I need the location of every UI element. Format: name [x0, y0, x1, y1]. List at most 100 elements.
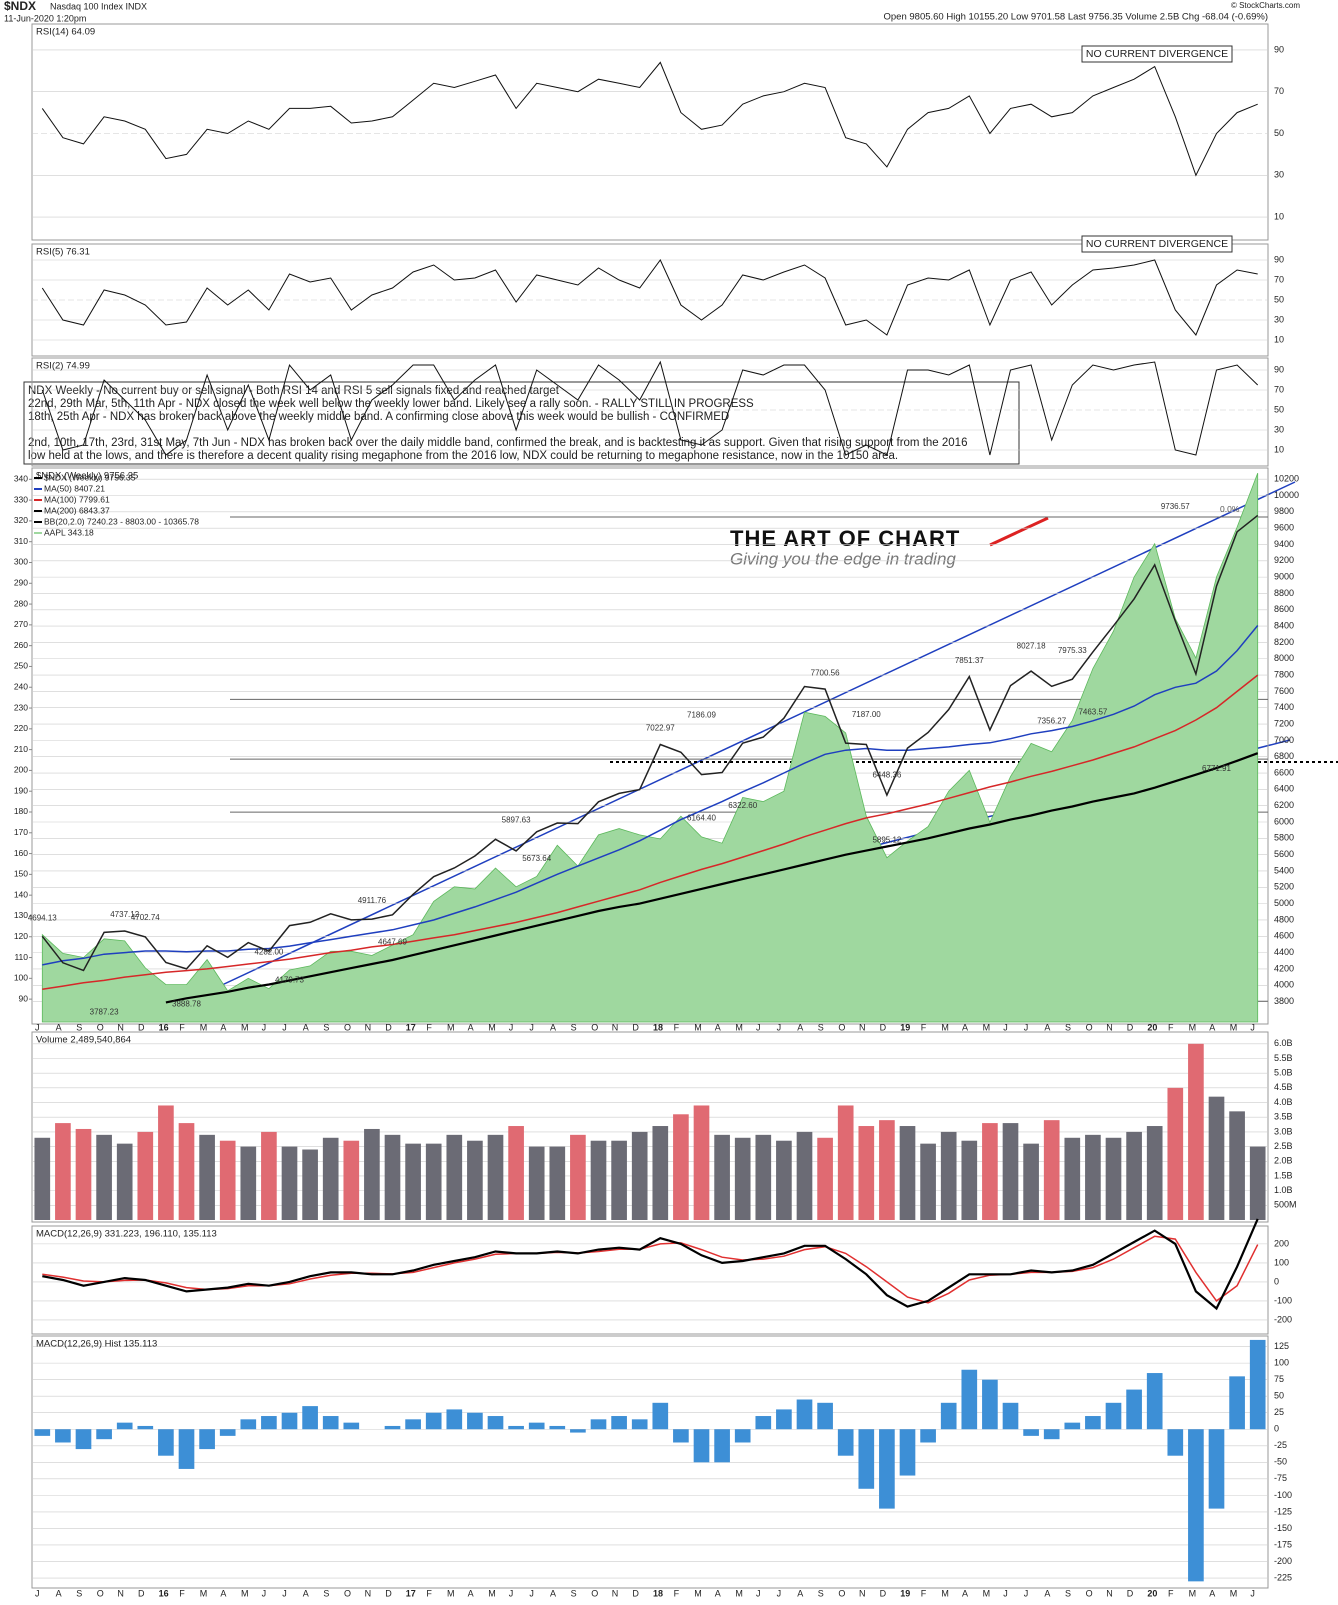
y-tick-label: 9800 [1274, 506, 1294, 516]
panel-title: RSI(14) 64.09 [36, 27, 95, 38]
y-tick-label: -225 [1274, 1572, 1292, 1582]
x-tick-label: O [1086, 1022, 1093, 1032]
y-tick-label: 30 [1274, 170, 1284, 180]
x-tick-label: D [632, 1588, 639, 1598]
y-tick-label: 70 [1274, 274, 1284, 284]
y-tick-label: -200 [1274, 1314, 1292, 1324]
bar [261, 1416, 277, 1430]
bar [961, 1369, 978, 1430]
price-label: 5897.63 [502, 815, 531, 824]
bar [425, 1412, 442, 1430]
bar [1249, 1339, 1266, 1430]
x-tick-label: A [550, 1588, 556, 1598]
y2-tick-label: 320 [14, 515, 28, 525]
bar [1126, 1131, 1142, 1220]
x-tick-label: F [426, 1022, 432, 1032]
x-tick-label: O [1086, 1588, 1093, 1598]
bar [920, 1429, 936, 1443]
y-tick-label: 4400 [1274, 947, 1294, 957]
note-line: 2nd, 10th, 17th, 23rd, 31st May, 7th Jun… [28, 437, 967, 449]
y2-tick-label: 210 [14, 744, 28, 754]
bar [281, 1412, 298, 1430]
x-tick-label: J [756, 1588, 761, 1598]
bar [940, 1402, 957, 1430]
bar [116, 1143, 133, 1220]
y-tick-label: 70 [1274, 86, 1284, 96]
bar [1023, 1143, 1039, 1220]
x-tick-label: A [220, 1022, 226, 1032]
price-label: 4282.00 [254, 947, 283, 956]
bar [34, 1137, 51, 1220]
x-tick-label: M [488, 1022, 496, 1032]
y-tick-label: 7600 [1274, 686, 1294, 696]
x-tick-label: J [1003, 1588, 1008, 1598]
y-tick-label: 7800 [1274, 669, 1294, 679]
bar [920, 1143, 936, 1220]
y-tick-label: -50 [1274, 1457, 1287, 1467]
x-tick-label: N [117, 1022, 124, 1032]
price-label: 9736.57 [1161, 502, 1190, 511]
x-tick-label: N [612, 1588, 619, 1598]
bar [1188, 1043, 1204, 1220]
panel-frame [31, 23, 1269, 241]
x-tick-label: J [1250, 1588, 1255, 1598]
y2-tick-label: 230 [14, 702, 28, 712]
bar [178, 1123, 195, 1220]
y-tick-label: 6.0B [1274, 1038, 1293, 1048]
x-tick-label: J [509, 1022, 514, 1032]
price-label: 8027.18 [1017, 642, 1046, 651]
note-line: 22nd, 29th Mar, 5th, 11th Apr - NDX clos… [28, 398, 754, 410]
bar [343, 1422, 360, 1430]
x-tick-label: M [694, 1588, 702, 1598]
series-line [41, 259, 1258, 336]
y2-tick-label: 170 [14, 827, 28, 837]
bar [405, 1419, 421, 1430]
y-tick-label: 3.0B [1274, 1126, 1293, 1136]
bar [1208, 1429, 1225, 1509]
y-tick-label: 10000 [1274, 490, 1299, 500]
bar [116, 1422, 133, 1430]
bar [755, 1416, 772, 1430]
y2-tick-label: 180 [14, 806, 28, 816]
bar [508, 1425, 524, 1430]
price-label: 6322.60 [728, 801, 757, 810]
y-tick-label: 10 [1274, 211, 1284, 221]
x-tick-label: N [612, 1022, 619, 1032]
x-tick-label: J [777, 1022, 782, 1032]
bar [1043, 1429, 1060, 1440]
legend-entry: MA(200) 6843.37 [44, 505, 110, 515]
price-label: 4179.73 [275, 976, 304, 985]
y-tick-label: 125 [1274, 1341, 1289, 1351]
y2-tick-label: 190 [14, 785, 28, 795]
y-tick-label: 4600 [1274, 931, 1294, 941]
y-tick-label: 3800 [1274, 996, 1294, 1006]
bar [508, 1126, 524, 1220]
x-tick-label: S [76, 1022, 82, 1032]
x-tick-label: O [97, 1588, 104, 1598]
x-tick-label: S [1065, 1022, 1071, 1032]
y-tick-label: 75 [1274, 1374, 1284, 1384]
y2-tick-label: 100 [14, 973, 28, 983]
y2-tick-label: 130 [14, 910, 28, 920]
x-tick-label: O [591, 1588, 598, 1598]
y-tick-label: 5600 [1274, 849, 1294, 859]
bar [652, 1402, 669, 1430]
y2-tick-label: 310 [14, 536, 28, 546]
x-tick-label: A [56, 1022, 62, 1032]
bar [817, 1137, 833, 1220]
bar [343, 1140, 360, 1220]
y-tick-label: 6000 [1274, 816, 1294, 826]
y-tick-label: 6200 [1274, 800, 1294, 810]
x-tick-label: A [220, 1588, 226, 1598]
bar [1043, 1120, 1060, 1220]
y-tick-label: 0 [1274, 1424, 1279, 1434]
bar [1105, 1137, 1122, 1220]
x-tick-label: O [344, 1588, 351, 1598]
x-tick-label: O [838, 1588, 845, 1598]
bar [940, 1131, 957, 1220]
bar [734, 1429, 751, 1443]
annotation-box [1081, 45, 1233, 63]
price-label: 3787.23 [90, 1008, 119, 1017]
price-label: 7187.00 [852, 710, 881, 719]
